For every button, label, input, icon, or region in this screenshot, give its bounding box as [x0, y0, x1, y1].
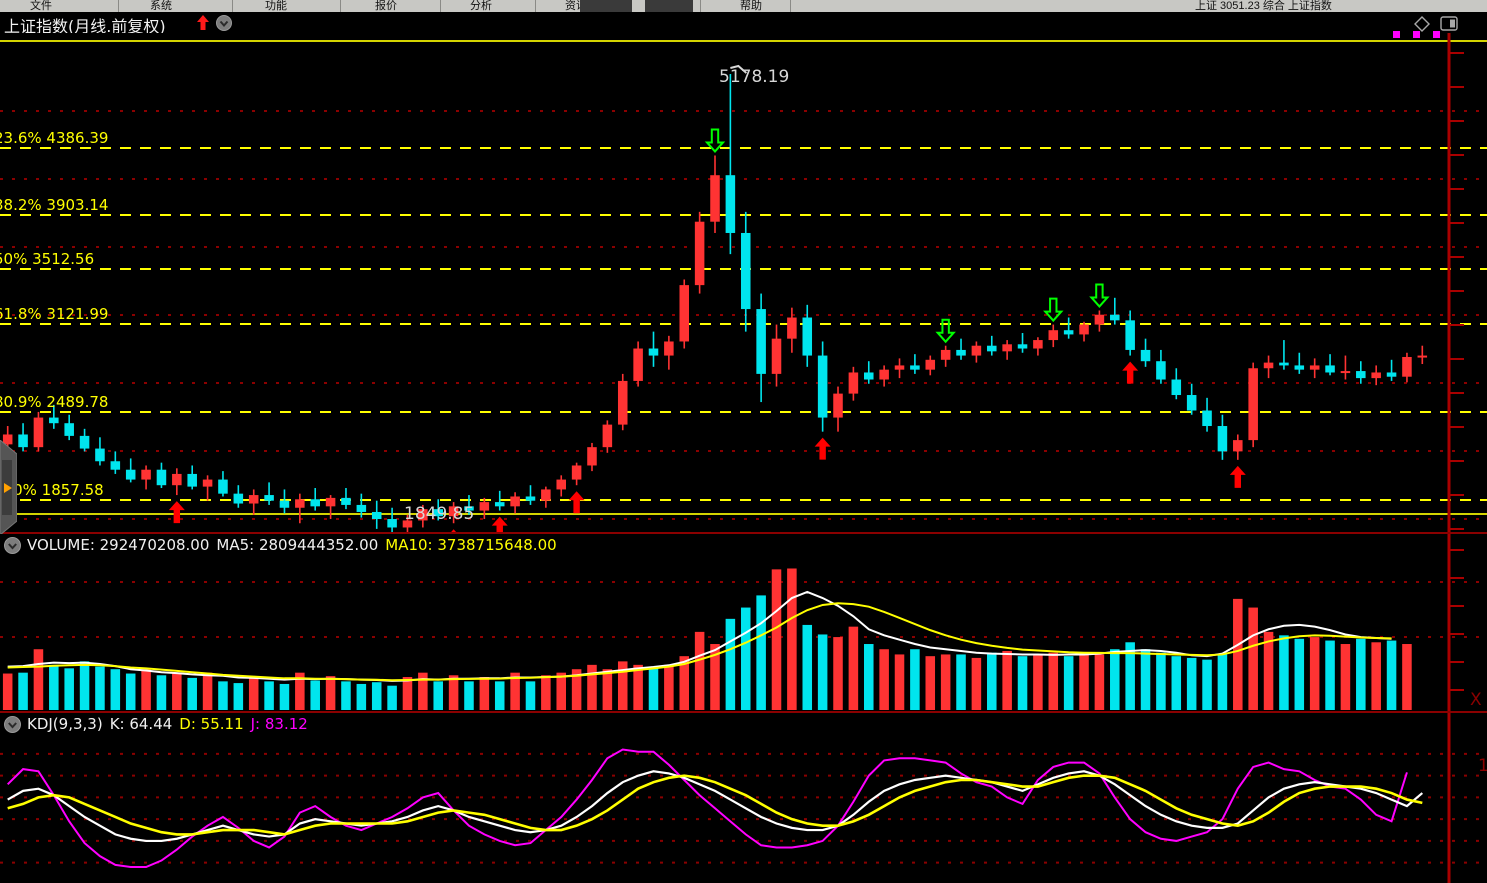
toolbar-separator	[118, 0, 119, 12]
toolbar-separator	[790, 0, 791, 12]
chevron-down-circle-icon[interactable]	[216, 15, 232, 31]
page-title: 上证指数(月线.前复权)	[4, 17, 166, 36]
toolbar-item-0[interactable]: 文件	[30, 0, 52, 12]
toolbar-item-7[interactable]: 帮助	[740, 0, 762, 12]
volume-panel-header: VOLUME: 292470208.00 MA5: 2809444352.00 …	[0, 534, 1487, 556]
marker-dot	[1433, 31, 1440, 38]
kdj-panel-header: KDJ(9,3,3) K: 64.44 D: 55.11 J: 83.12	[0, 713, 1487, 735]
fib-level-label-3: 61.8% 3121.99	[0, 305, 109, 323]
panel-layout-icon[interactable]	[1440, 16, 1458, 31]
toolbar-separator	[700, 0, 701, 12]
toolbar-item-2[interactable]: 功能	[265, 0, 287, 12]
fib-level-label-5: 100% 1857.58	[0, 481, 104, 499]
kdj-indicator-label: KDJ(9,3,3)	[27, 715, 103, 733]
volume-ma5-label: MA5: 2809444352.00	[216, 536, 379, 554]
peak-price-label: 5178.19	[719, 67, 790, 87]
fib-level-label-0: 23.6% 4386.39	[0, 129, 109, 147]
fib-level-label-4: 80.9% 2489.78	[0, 393, 109, 411]
panel-divider[interactable]	[0, 711, 1487, 713]
kdj-axis-top-label: 1	[1478, 756, 1487, 776]
toolbar-separator	[340, 0, 341, 12]
sidebar-expand-handle[interactable]	[0, 440, 17, 534]
toolbar-dark-button[interactable]	[645, 0, 693, 12]
marker-dot	[1393, 31, 1400, 38]
toolbar-quote-text: 上证 3051.23 综合 上证指数	[1195, 0, 1332, 12]
toolbar-item-4[interactable]: 分析	[470, 0, 492, 12]
kdj-k-label: K: 64.44	[109, 715, 173, 733]
volume-chart-panel[interactable]: VOLUME: 292470208.00 MA5: 2809444352.00 …	[0, 534, 1487, 713]
volume-ma10-label: MA10: 3738715648.00	[385, 536, 557, 554]
marker-dot	[1413, 31, 1420, 38]
panel-divider[interactable]	[0, 532, 1487, 534]
diamond-icon[interactable]	[1414, 16, 1430, 32]
trough-price-label: 1849.85	[404, 504, 475, 524]
volume-value-label: VOLUME: 292470208.00	[27, 536, 210, 554]
kdj-j-label: J: 83.12	[250, 715, 308, 733]
toolbar-dark-button[interactable]	[580, 0, 632, 12]
chart-title-bar: 上证指数(月线.前复权)	[0, 12, 1487, 36]
toolbar-separator	[535, 0, 536, 12]
chevron-down-circle-icon[interactable]	[4, 715, 21, 733]
close-panel-label[interactable]: X	[1470, 690, 1482, 710]
toolbar-item-1[interactable]: 系统	[150, 0, 172, 12]
kdj-chart-panel[interactable]: KDJ(9,3,3) K: 64.44 D: 55.11 J: 83.12 1	[0, 713, 1487, 883]
app-toolbar[interactable]: 文件系统功能报价分析资讯工具帮助上证 3051.23 综合 上证指数	[0, 0, 1487, 12]
red-up-arrow-icon	[197, 15, 209, 30]
kdj-d-label: D: 55.11	[179, 715, 244, 733]
chevron-down-circle-icon[interactable]	[4, 536, 21, 554]
toolbar-separator	[440, 0, 441, 12]
fib-level-label-2: 50% 3512.56	[0, 250, 95, 268]
fib-level-label-1: 38.2% 3903.14	[0, 196, 109, 214]
price-chart-panel[interactable]: 23.6% 4386.39 38.2% 3903.14 50% 3512.56 61.…	[0, 33, 1487, 534]
toolbar-item-3[interactable]: 报价	[375, 0, 397, 12]
toolbar-separator	[232, 0, 233, 12]
